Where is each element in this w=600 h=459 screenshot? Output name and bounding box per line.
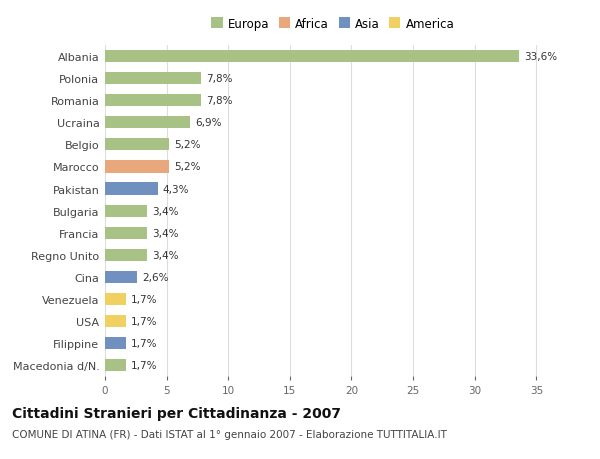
Bar: [105, 139, 169, 151]
Bar: [105, 51, 519, 63]
Text: 5,2%: 5,2%: [174, 140, 200, 150]
Text: 33,6%: 33,6%: [524, 52, 557, 62]
Bar: [105, 271, 137, 283]
Text: 5,2%: 5,2%: [174, 162, 200, 172]
Bar: [105, 293, 126, 305]
Bar: [105, 249, 147, 261]
Text: 4,3%: 4,3%: [163, 184, 190, 194]
Legend: Europa, Africa, Asia, America: Europa, Africa, Asia, America: [209, 16, 457, 34]
Bar: [105, 183, 158, 195]
Bar: [105, 95, 201, 107]
Text: 1,7%: 1,7%: [131, 316, 157, 326]
Bar: [105, 205, 147, 217]
Text: 7,8%: 7,8%: [206, 96, 233, 106]
Text: COMUNE DI ATINA (FR) - Dati ISTAT al 1° gennaio 2007 - Elaborazione TUTTITALIA.I: COMUNE DI ATINA (FR) - Dati ISTAT al 1° …: [12, 429, 447, 439]
Text: 1,7%: 1,7%: [131, 338, 157, 348]
Text: 2,6%: 2,6%: [142, 272, 169, 282]
Text: 3,4%: 3,4%: [152, 228, 178, 238]
Bar: [105, 117, 190, 129]
Text: 1,7%: 1,7%: [131, 294, 157, 304]
Bar: [105, 315, 126, 327]
Bar: [105, 227, 147, 239]
Text: Cittadini Stranieri per Cittadinanza - 2007: Cittadini Stranieri per Cittadinanza - 2…: [12, 406, 341, 420]
Bar: [105, 161, 169, 173]
Text: 3,4%: 3,4%: [152, 206, 178, 216]
Text: 6,9%: 6,9%: [195, 118, 221, 128]
Bar: [105, 337, 126, 349]
Text: 7,8%: 7,8%: [206, 74, 233, 84]
Text: 3,4%: 3,4%: [152, 250, 178, 260]
Bar: [105, 359, 126, 371]
Bar: [105, 73, 201, 85]
Text: 1,7%: 1,7%: [131, 360, 157, 370]
